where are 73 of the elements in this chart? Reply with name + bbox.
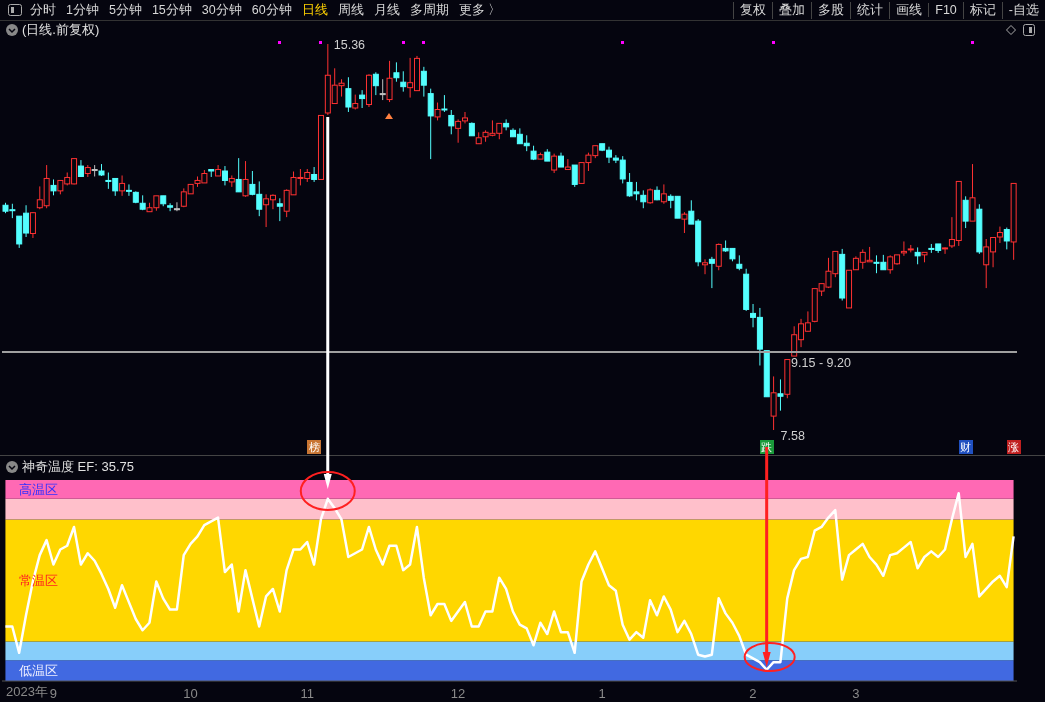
chart-title: 神奇温度 EF: 35.75 [22,458,134,476]
text: 财 [958,440,973,454]
candlestick [715,242,722,271]
candlestick [393,61,400,83]
candlestick [379,78,386,101]
text: 周线 [337,1,364,19]
annotation: 15.36 [333,38,366,52]
candlestick [1003,227,1010,250]
candlestick [571,164,578,188]
text: 15分钟 [151,1,192,19]
text: 5分钟 [108,1,142,19]
annotation: 7.58 [780,429,805,443]
text: 涨 [1006,440,1021,454]
band-label: 高温区 [19,482,59,498]
x-tick-label: 1 [598,686,606,702]
candlestick [372,71,379,96]
candlestick [359,89,366,109]
candlestick [420,66,427,98]
candlestick [242,160,249,198]
band-label: 低温区 [19,663,59,679]
x-tick-label: 12 [450,686,466,702]
text: 更多 〉 [458,1,502,19]
ref-line-label: 9.15 - 9.20 [791,356,851,371]
candlestick [564,158,571,171]
candlestick [400,70,407,93]
candlestick [551,153,558,174]
candlestick [962,195,969,229]
chart-title: (日线.前复权) [22,21,100,39]
candlestick [777,378,784,412]
text: 复权 [733,1,773,19]
candlestick [276,197,283,222]
x-tick-label: 3 [852,686,860,702]
text: 多周期 [409,1,449,19]
x-tick-label: 9 [49,686,58,702]
candlestick [173,201,180,212]
text: 多股 [811,1,851,19]
text: 月线 [373,1,400,19]
candlestick [427,88,434,160]
candlestick [503,118,510,131]
x-tick-label: 11 [300,686,314,702]
candlestick [345,76,352,113]
candlestick [29,211,36,239]
text: 画线 [889,1,929,19]
text: 榜 [307,440,322,454]
candlestick [311,166,318,183]
candlestick [167,202,174,212]
candlestick [900,240,907,257]
text: 日线 [301,1,328,19]
text: F10 [928,3,963,17]
text: -自选 [1001,1,1045,19]
text: 2023年 [6,683,48,701]
text: 60分钟 [251,1,292,19]
x-tick-label: 2 [749,686,757,702]
candlestick [235,157,242,193]
candlestick [448,109,455,135]
candlestick [681,211,688,234]
text: 分时 [30,1,56,19]
candlestick [660,183,667,205]
x-tick-label: 10 [183,686,198,702]
candlestick [708,256,715,289]
text: 叠加 [772,1,812,19]
candlestick [386,60,393,103]
candlestick [969,163,976,222]
candlestick [221,165,228,186]
text: 30分钟 [201,1,242,19]
candlestick [942,246,949,255]
candlestick [702,258,709,275]
candlestick [119,174,126,197]
candlestick [770,375,777,430]
candlestick [125,183,132,197]
text: 标记 [962,1,1002,19]
text: 统计 [850,1,890,19]
text: 1分钟 [66,1,99,19]
